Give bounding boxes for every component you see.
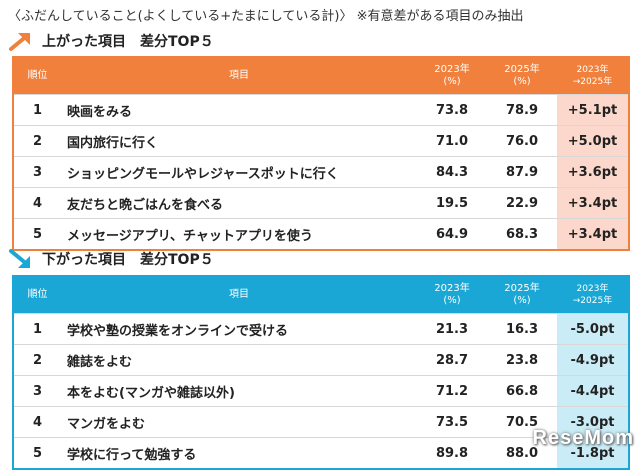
value-2025-cell: 23.8 (487, 344, 557, 376)
value-2023-cell: 89.8 (417, 437, 487, 469)
value-2025-cell: 76.0 (487, 125, 557, 157)
value-2025-cell: 87.9 (487, 156, 557, 188)
col-diff: 2023年 →2025年 (557, 57, 629, 95)
value-2025-cell: 22.9 (487, 187, 557, 219)
table-row: 5 メッセージアプリ、チャットアプリを使う 64.9 68.3 +3.4pt (13, 218, 629, 250)
value-2025-cell: 78.9 (487, 94, 557, 126)
down-title-text: 下がった項目 差分TOP５ (42, 252, 214, 268)
diff-cell: +5.1pt (557, 94, 629, 126)
table-row: 3 本をよむ(マンガや雑誌以外) 71.2 66.8 -4.4pt (13, 375, 629, 407)
value-2025-cell: 16.3 (487, 313, 557, 345)
col-rank: 順位 (13, 57, 61, 95)
col-2025: 2025年 (%) (487, 276, 557, 314)
rank-cell: 2 (13, 125, 61, 157)
up-table: 順位 項目 2023年 (%) 2025年 (%) 2023年 →2025年 1 映画… (12, 56, 630, 251)
rank-cell: 3 (13, 156, 61, 188)
diff-cell: -4.4pt (557, 375, 629, 407)
table-row: 4 マンガをよむ 73.5 70.5 -3.0pt (13, 406, 629, 438)
item-cell: 友だちと晩ごはんを食べる (61, 187, 417, 219)
value-2025-cell: 68.3 (487, 218, 557, 250)
rank-cell: 3 (13, 375, 61, 407)
value-2025-cell: 70.5 (487, 406, 557, 438)
up-table-header: 順位 項目 2023年 (%) 2025年 (%) 2023年 →2025年 (13, 57, 629, 95)
col-item: 項目 (61, 57, 417, 95)
item-cell: マンガをよむ (61, 406, 417, 438)
col-rank: 順位 (13, 276, 61, 314)
value-2023-cell: 19.5 (417, 187, 487, 219)
value-2023-cell: 28.7 (417, 344, 487, 376)
table-row: 3 ショッピングモールやレジャースポットに行く 84.3 87.9 +3.6pt (13, 156, 629, 188)
item-cell: 学校に行って勉強する (61, 437, 417, 469)
table-row: 2 雑誌をよむ 28.7 23.8 -4.9pt (13, 344, 629, 376)
table-row: 2 国内旅行に行く 71.0 76.0 +5.0pt (13, 125, 629, 157)
down-table-header: 順位 項目 2023年 (%) 2025年 (%) 2023年 →2025年 (13, 276, 629, 314)
up-title-text: 上がった項目 差分TOP５ (42, 34, 214, 50)
arrow-up-right-icon (9, 33, 30, 51)
diff-cell: +3.4pt (557, 187, 629, 219)
item-cell: メッセージアプリ、チャットアプリを使う (61, 218, 417, 250)
value-2025-cell: 66.8 (487, 375, 557, 407)
item-cell: 本をよむ(マンガや雑誌以外) (61, 375, 417, 407)
value-2023-cell: 73.5 (417, 406, 487, 438)
value-2023-cell: 64.9 (417, 218, 487, 250)
arrow-down-right-icon (9, 249, 30, 268)
value-2023-cell: 71.0 (417, 125, 487, 157)
resemom-watermark: ReseMom (532, 427, 634, 449)
diff-cell: -5.0pt (557, 313, 629, 345)
item-cell: 国内旅行に行く (61, 125, 417, 157)
value-2023-cell: 71.2 (417, 375, 487, 407)
rank-cell: 1 (13, 94, 61, 126)
diff-cell: +3.4pt (557, 218, 629, 250)
item-cell: 学校や塾の授業をオンラインで受ける (61, 313, 417, 345)
diff-cell: -4.9pt (557, 344, 629, 376)
rank-cell: 4 (13, 187, 61, 219)
col-2025: 2025年 (%) (487, 57, 557, 95)
down-section-title: 下がった項目 差分TOP５ (8, 248, 214, 270)
col-diff: 2023年 →2025年 (557, 276, 629, 314)
table-row: 1 映画をみる 73.8 78.9 +5.1pt (13, 94, 629, 126)
survey-header-note: 〈ふだんしていること(よくしている+たまにしている計)〉 ※有意差がある項目のみ… (8, 9, 524, 24)
up-section-title: 上がった項目 差分TOP５ (8, 30, 214, 52)
col-2023: 2023年 (%) (417, 276, 487, 314)
value-2023-cell: 21.3 (417, 313, 487, 345)
rank-cell: 5 (13, 437, 61, 469)
diff-cell: +5.0pt (557, 125, 629, 157)
rank-cell: 1 (13, 313, 61, 345)
diff-cell: +3.6pt (557, 156, 629, 188)
rank-cell: 2 (13, 344, 61, 376)
value-2023-cell: 73.8 (417, 94, 487, 126)
rank-cell: 4 (13, 406, 61, 438)
table-row: 4 友だちと晩ごはんを食べる 19.5 22.9 +3.4pt (13, 187, 629, 219)
col-2023: 2023年 (%) (417, 57, 487, 95)
table-row: 1 学校や塾の授業をオンラインで受ける 21.3 16.3 -5.0pt (13, 313, 629, 345)
item-cell: 雑誌をよむ (61, 344, 417, 376)
col-item: 項目 (61, 276, 417, 314)
item-cell: ショッピングモールやレジャースポットに行く (61, 156, 417, 188)
rank-cell: 5 (13, 218, 61, 250)
value-2023-cell: 84.3 (417, 156, 487, 188)
item-cell: 映画をみる (61, 94, 417, 126)
diff-cell: -3.0pt (557, 406, 629, 438)
